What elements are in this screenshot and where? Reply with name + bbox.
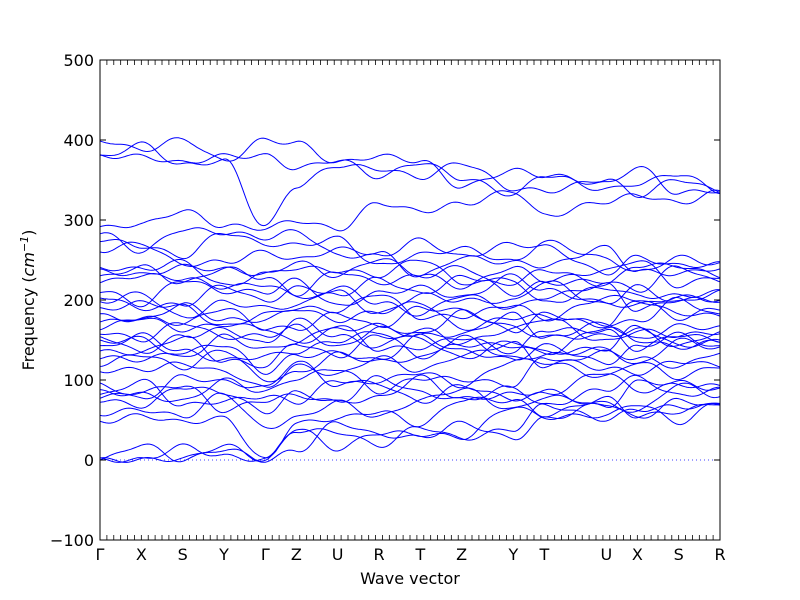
y-tick-label: 100 [63, 371, 94, 390]
y-tick-label: −100 [50, 531, 94, 550]
phonon-band [99, 331, 721, 375]
phonon-band [99, 382, 721, 430]
x-tick-label: Z [291, 545, 302, 564]
y-axis-label-unit: cm [19, 252, 38, 276]
phonon-band [99, 357, 721, 402]
x-tick-label: X [136, 545, 147, 564]
phonon-band [99, 137, 721, 195]
x-axis-label: Wave vector [360, 569, 460, 588]
phonon-band [99, 273, 721, 308]
phonon-band [99, 300, 721, 331]
phonon-band [100, 141, 721, 227]
y-tick-label: 500 [63, 51, 94, 70]
phonon-bands [99, 137, 721, 463]
x-tick-label: S [674, 545, 684, 564]
y-tick-label: 300 [63, 211, 94, 230]
x-tick-label: S [178, 545, 188, 564]
phonon-band [99, 259, 721, 287]
phonon-band [99, 272, 721, 303]
phonon-band [99, 153, 721, 197]
phonon-band [99, 280, 721, 314]
phonon-band [99, 241, 721, 278]
x-tick-label: R [373, 545, 384, 564]
x-tick-label: Z [456, 545, 467, 564]
x-tick-label: Γ [96, 545, 105, 564]
y-tick-label: 200 [63, 291, 94, 310]
y-tick-label: 0 [84, 451, 94, 470]
phonon-band [99, 340, 721, 388]
y-axis-ticks: −100 0 100 200 300 400 500 [50, 51, 720, 550]
phonon-band [99, 374, 721, 414]
phonon-band [99, 309, 721, 344]
phonon-band [99, 296, 721, 334]
phonon-band [99, 373, 721, 407]
x-tick-label: Y [218, 545, 229, 564]
y-axis-label-suffix: ) [19, 230, 38, 236]
y-tick-label: 400 [63, 131, 94, 150]
y-axis-label-prefix: Frequency ( [19, 276, 38, 370]
x-tick-label: X [632, 545, 643, 564]
phonon-band [99, 402, 721, 463]
phonon-band [99, 258, 720, 290]
phonon-band [99, 325, 721, 357]
y-axis-label-exponent: −1 [18, 236, 31, 252]
x-tick-label: U [600, 545, 612, 564]
phonon-band [99, 189, 721, 232]
phonon-band [99, 334, 721, 383]
x-tick-label: T [414, 545, 425, 564]
phonon-band [100, 326, 721, 362]
phonon-band [99, 227, 721, 276]
phonon-band [99, 324, 721, 369]
phonon-band [99, 395, 721, 459]
phonon-band [99, 374, 721, 415]
phonon-band [99, 311, 721, 348]
phonon-band [99, 402, 721, 463]
phonon-band [99, 358, 720, 400]
x-tick-label: Y [507, 545, 518, 564]
phonon-band [99, 233, 721, 272]
x-tick-label: R [714, 545, 725, 564]
phonon-band [99, 294, 721, 326]
y-axis-label: Frequency (cm−1) [18, 230, 38, 371]
x-tick-label: T [538, 545, 549, 564]
x-tick-label: Γ [261, 545, 270, 564]
x-tick-label: U [332, 545, 344, 564]
